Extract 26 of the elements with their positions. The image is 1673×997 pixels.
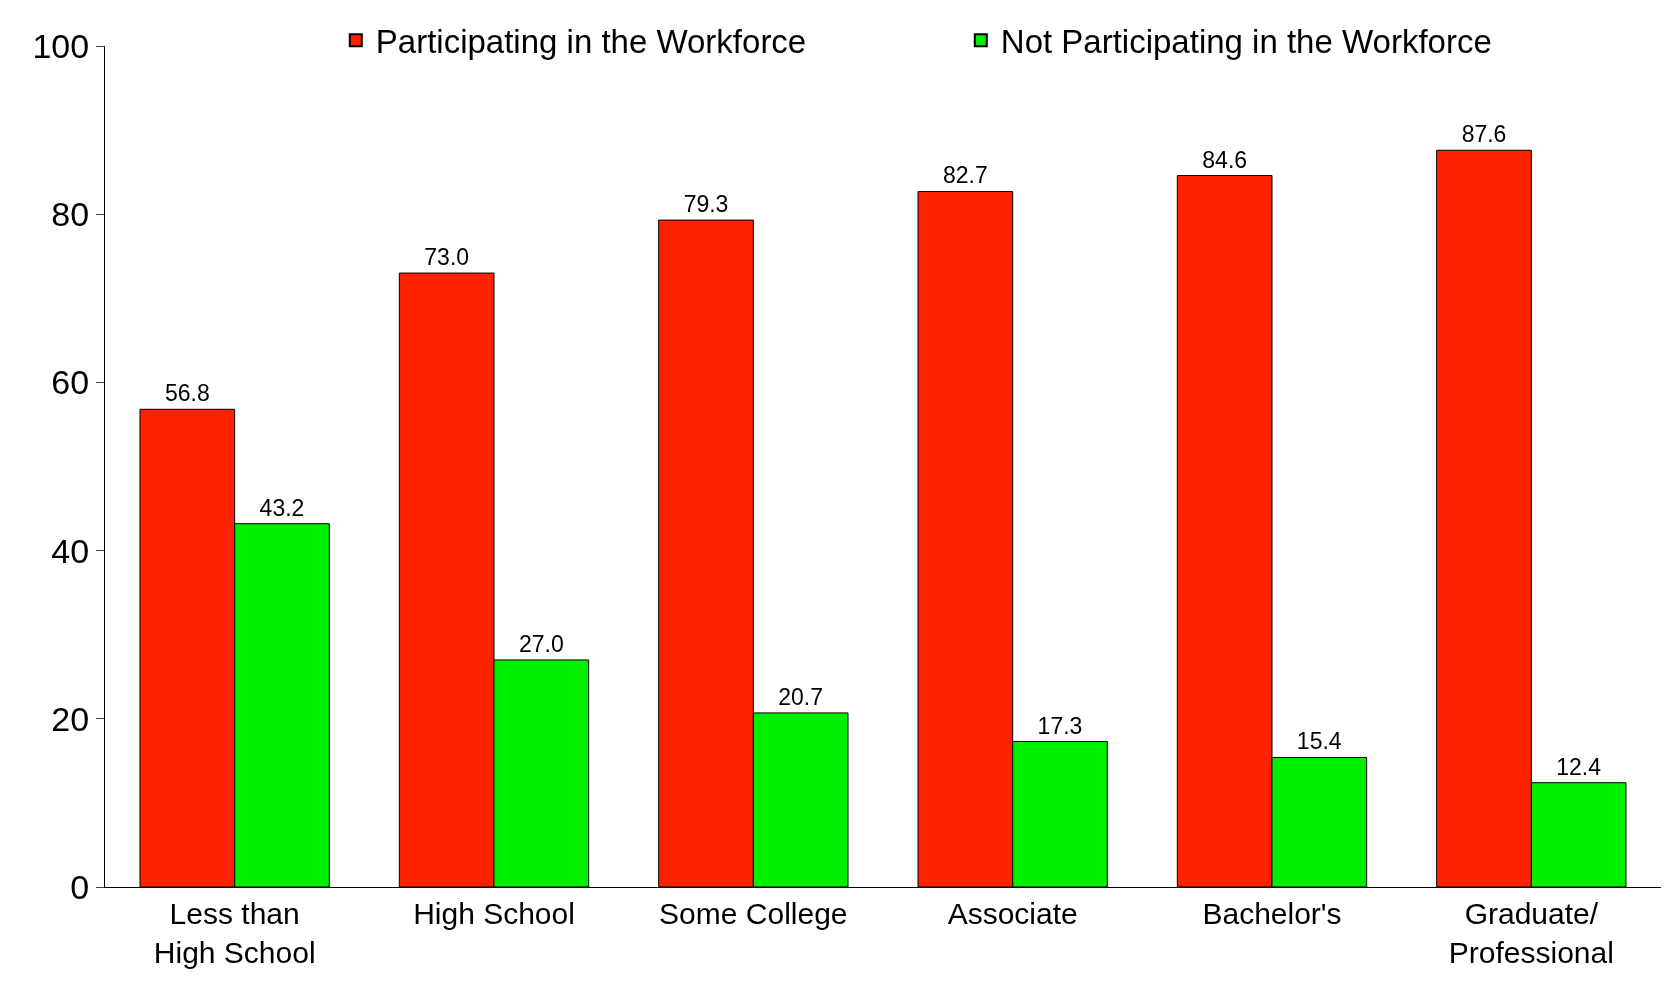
data-label: 87.6 [1461, 121, 1507, 148]
legend-label: Participating in the Workforce [375, 23, 807, 61]
data-label: 82.7 [942, 162, 988, 189]
data-label: 56.8 [164, 380, 210, 407]
x-tick-label: Bachelor's [1202, 897, 1342, 930]
data-label: 27.0 [518, 630, 564, 657]
data-label: 17.3 [1037, 712, 1083, 739]
data-label: 20.7 [778, 683, 824, 710]
data-label: 79.3 [683, 191, 729, 218]
y-tick-label: 40 [51, 531, 90, 570]
y-tick-label: 0 [70, 867, 90, 906]
data-label: 43.2 [259, 494, 305, 521]
y-tick-label: 100 [32, 26, 90, 65]
x-tick-label: Associate [947, 897, 1078, 930]
x-tick-label: Graduate/ Professional [1448, 897, 1614, 969]
data-label: 73.0 [424, 244, 470, 271]
y-tick-label: 20 [51, 699, 90, 738]
x-tick-label: Less than High School [153, 897, 316, 969]
x-tick-label: Some College [659, 897, 848, 930]
y-tick-label: 80 [51, 195, 90, 234]
data-label: 84.6 [1202, 146, 1248, 173]
legend-label: Not Participating in the Workforce [1000, 23, 1492, 61]
data-label: 15.4 [1296, 728, 1342, 755]
x-tick-label: High School [413, 897, 575, 930]
y-tick-label: 60 [51, 363, 90, 402]
data-label: 12.4 [1556, 753, 1602, 780]
